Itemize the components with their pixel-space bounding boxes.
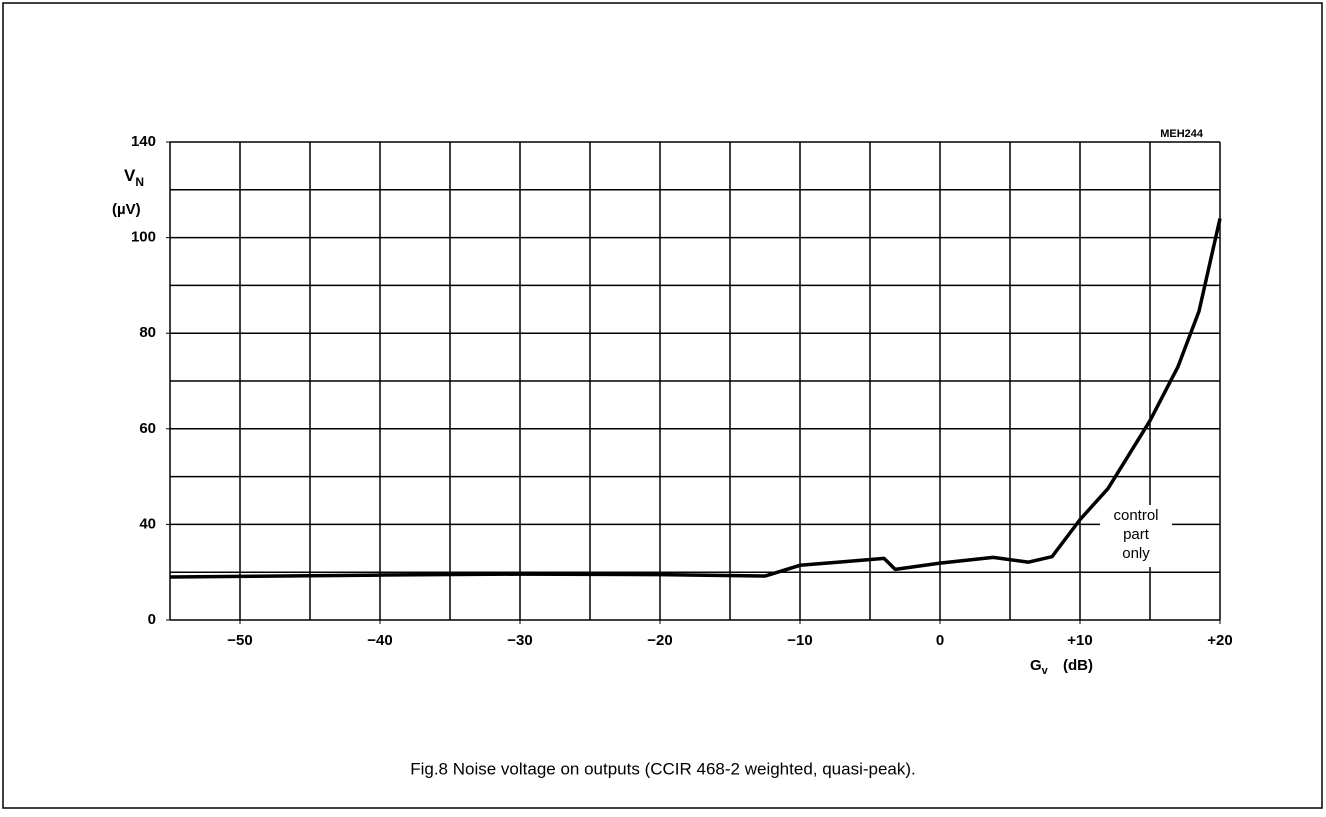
- x-tick-label: −30: [507, 632, 532, 649]
- figure-code: MEH244: [1160, 128, 1204, 140]
- caption: Fig.8 Noise voltage on outputs (CCIR 468…: [410, 759, 916, 778]
- x-tick-label: −10: [787, 632, 812, 649]
- y-axis-label: VN: [124, 166, 144, 189]
- annotation: only: [1122, 545, 1150, 562]
- x-tick-label: +10: [1067, 632, 1092, 649]
- x-label-sub: v: [1042, 665, 1049, 677]
- x-label-main: G: [1030, 657, 1042, 674]
- y-label-sub: N: [135, 175, 144, 189]
- y-tick-label: 60: [139, 420, 156, 437]
- y-axis-unit: (µV): [112, 201, 141, 218]
- x-tick-label: −50: [227, 632, 252, 649]
- x-tick-label: −40: [367, 632, 392, 649]
- x-axis-unit: (dB): [1063, 657, 1093, 674]
- x-tick-label: +20: [1207, 632, 1232, 649]
- x-tick-label: −20: [647, 632, 672, 649]
- y-tick-label: 40: [139, 515, 156, 532]
- y-tick-label: 100: [131, 229, 156, 246]
- y-tick-label: 140: [131, 133, 156, 150]
- curve: [169, 218, 1222, 579]
- x-tick-label: 0: [936, 632, 944, 649]
- annotation: control: [1113, 507, 1158, 524]
- annotation-bg: [1100, 505, 1172, 567]
- x-axis-label: Gv: [1030, 657, 1049, 677]
- y-label-main: V: [124, 166, 136, 185]
- y-tick-label: 80: [139, 324, 156, 341]
- annotation: part: [1123, 526, 1150, 543]
- y-tick-label: 0: [148, 611, 156, 628]
